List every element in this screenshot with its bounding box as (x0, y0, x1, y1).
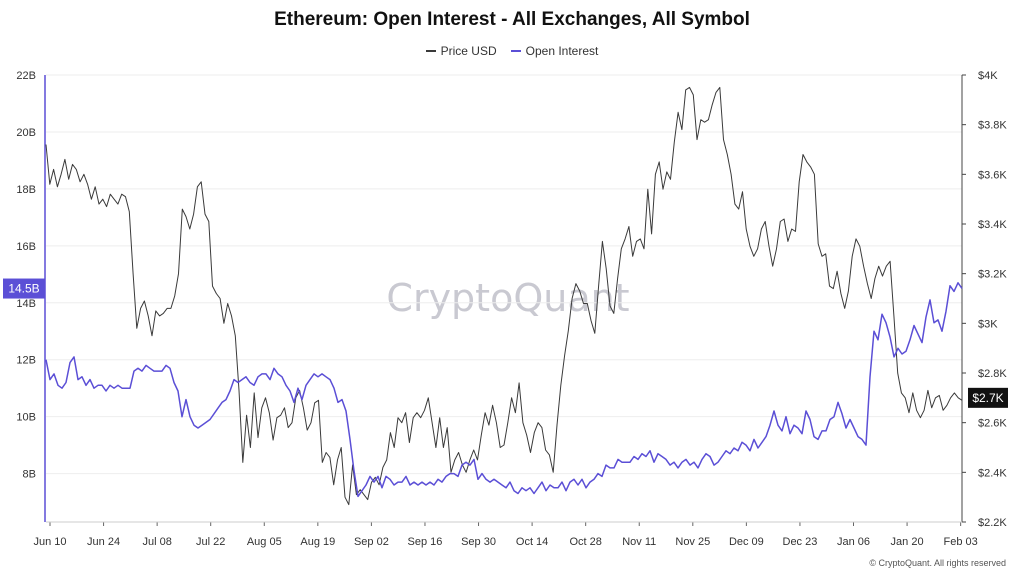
y-left-tick-label: 22B (16, 70, 36, 82)
y-right-tick-label: $2.6K (978, 418, 1007, 430)
y-left-tick-label: 8B (23, 469, 36, 481)
x-tick-label: Sep 16 (408, 536, 443, 548)
x-tick-label: Jul 22 (196, 536, 225, 548)
current-right-tag (968, 387, 1008, 408)
tick-labels: 22B 20B 18B 16B 14B 12B 10B 8B $4K $3.8K $3.6K $3.4… (16, 70, 1007, 548)
series-lines (45, 86, 963, 506)
legend-label-price: Price USD (440, 44, 497, 58)
x-tick-label: Oct 28 (569, 536, 601, 548)
y-left-tick-label: 16B (16, 241, 36, 253)
y-right-tick-label: $2.4K (978, 467, 1007, 479)
x-tick-label: Nov 25 (675, 536, 710, 548)
x-tick-label: Feb 03 (944, 536, 978, 548)
current-value-tags: 14.5B $2.7K (3, 278, 1008, 408)
x-tick-label: Jul 08 (142, 536, 171, 548)
x-tick-label: Sep 30 (461, 536, 496, 548)
current-left-tag (3, 278, 45, 299)
series-line-open-interest (45, 282, 963, 498)
copyright-text: © CryptoQuant. All rights reserved (869, 558, 1006, 568)
legend-swatch-price (425, 50, 436, 52)
watermark-text: CryptoQuant (386, 276, 629, 320)
y-right-tick-label: $3.4K (978, 219, 1007, 231)
series-line-price (45, 86, 963, 506)
legend: Price USD Open Interest (0, 44, 1024, 58)
legend-label-open-interest: Open Interest (525, 44, 599, 58)
y-right-tick-label: $3K (978, 318, 998, 330)
y-left-tick-label: 12B (16, 355, 36, 367)
y-left-tick-label: 10B (16, 412, 36, 424)
x-tick-label: Aug 19 (300, 536, 335, 548)
x-tick-label: Jan 06 (837, 536, 870, 548)
x-tick-label: Aug 05 (247, 536, 282, 548)
legend-item-open-interest[interactable]: Open Interest (510, 44, 599, 58)
y-right-tick-label: $3.6K (978, 169, 1007, 181)
y-left-tick-label: 18B (16, 184, 36, 196)
current-right-tag-label: $2.7K (972, 391, 1003, 405)
y-right-tick-label: $2.2K (978, 517, 1007, 529)
x-tick-label: Dec 23 (783, 536, 818, 548)
x-tick-label: Jan 20 (891, 536, 924, 548)
y-right-tick-label: $2.8K (978, 368, 1007, 380)
y-left-tick-label: 20B (16, 127, 36, 139)
x-tick-label: Oct 14 (516, 536, 548, 548)
y-right-tick-label: $4K (978, 70, 998, 82)
y-left-tick-label: 14B (16, 298, 36, 310)
chart-title: Ethereum: Open Interest - All Exchanges,… (274, 9, 750, 30)
y-right-tick-label: $3.2K (978, 269, 1007, 281)
legend-item-price[interactable]: Price USD (425, 44, 497, 58)
current-left-tag-label: 14.5B (8, 282, 39, 296)
x-tick-label: Jun 10 (33, 536, 66, 548)
x-tick-label: Dec 09 (729, 536, 764, 548)
x-tick-label: Sep 02 (354, 536, 389, 548)
legend-swatch-open-interest (510, 50, 521, 52)
x-tick-label: Jun 24 (87, 536, 120, 548)
y-right-tick-label: $3.8K (978, 120, 1007, 132)
x-tick-label: Nov 11 (622, 536, 656, 548)
